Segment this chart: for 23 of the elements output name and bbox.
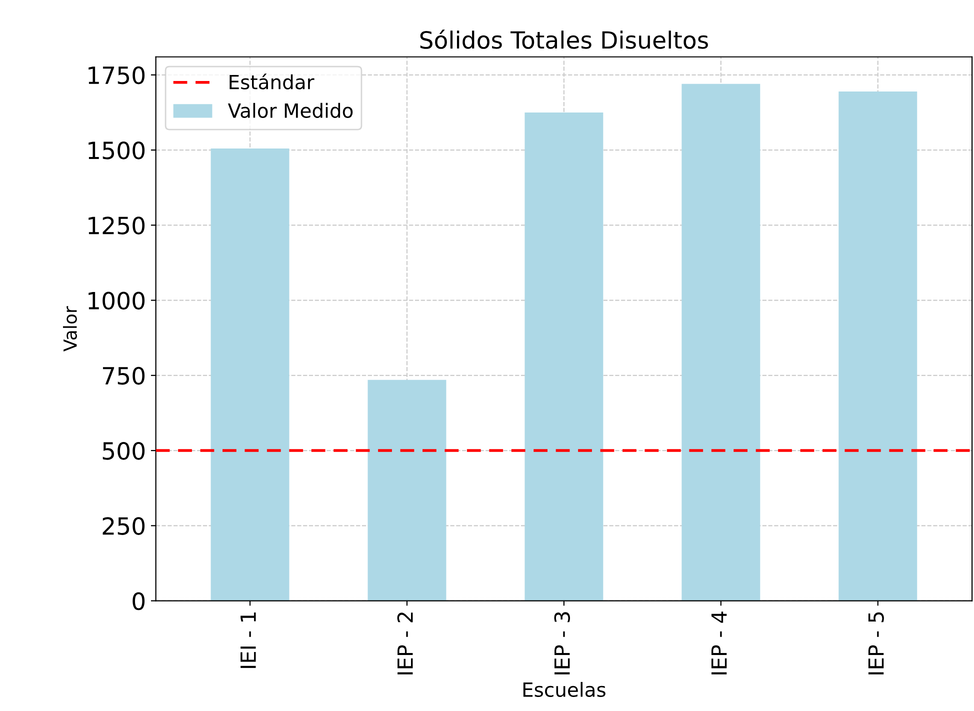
bar (682, 84, 760, 601)
y-tick-label: 250 (102, 517, 145, 535)
y-tick-label: 0 (132, 592, 145, 610)
x-axis-title: Escuelas (523, 682, 606, 698)
x-tick-label: IEP - 5 (868, 612, 884, 674)
y-tick-label: 1250 (88, 216, 145, 234)
x-tick-label: IEP - 4 (711, 612, 727, 674)
x-tick-label: IEI - 1 (240, 612, 256, 668)
y-tick-label: 1500 (88, 141, 145, 160)
y-tick-label: 1000 (88, 292, 145, 310)
bar (368, 380, 446, 601)
y-axis-title: Valor (63, 306, 77, 352)
chart-title: Sólidos Totales Disueltos (420, 30, 708, 49)
x-tick-label: IEP - 3 (554, 612, 570, 674)
bar (210, 148, 290, 601)
y-tick-label: 500 (102, 442, 145, 460)
bar (838, 91, 918, 601)
legend-label: Valor Medido (228, 102, 353, 118)
y-tick-label: 1750 (88, 66, 145, 84)
y-tick-label: 750 (102, 366, 145, 385)
legend-label: Estándar (230, 74, 314, 90)
bar (524, 112, 604, 601)
x-tick-label: IEP - 2 (397, 612, 413, 674)
